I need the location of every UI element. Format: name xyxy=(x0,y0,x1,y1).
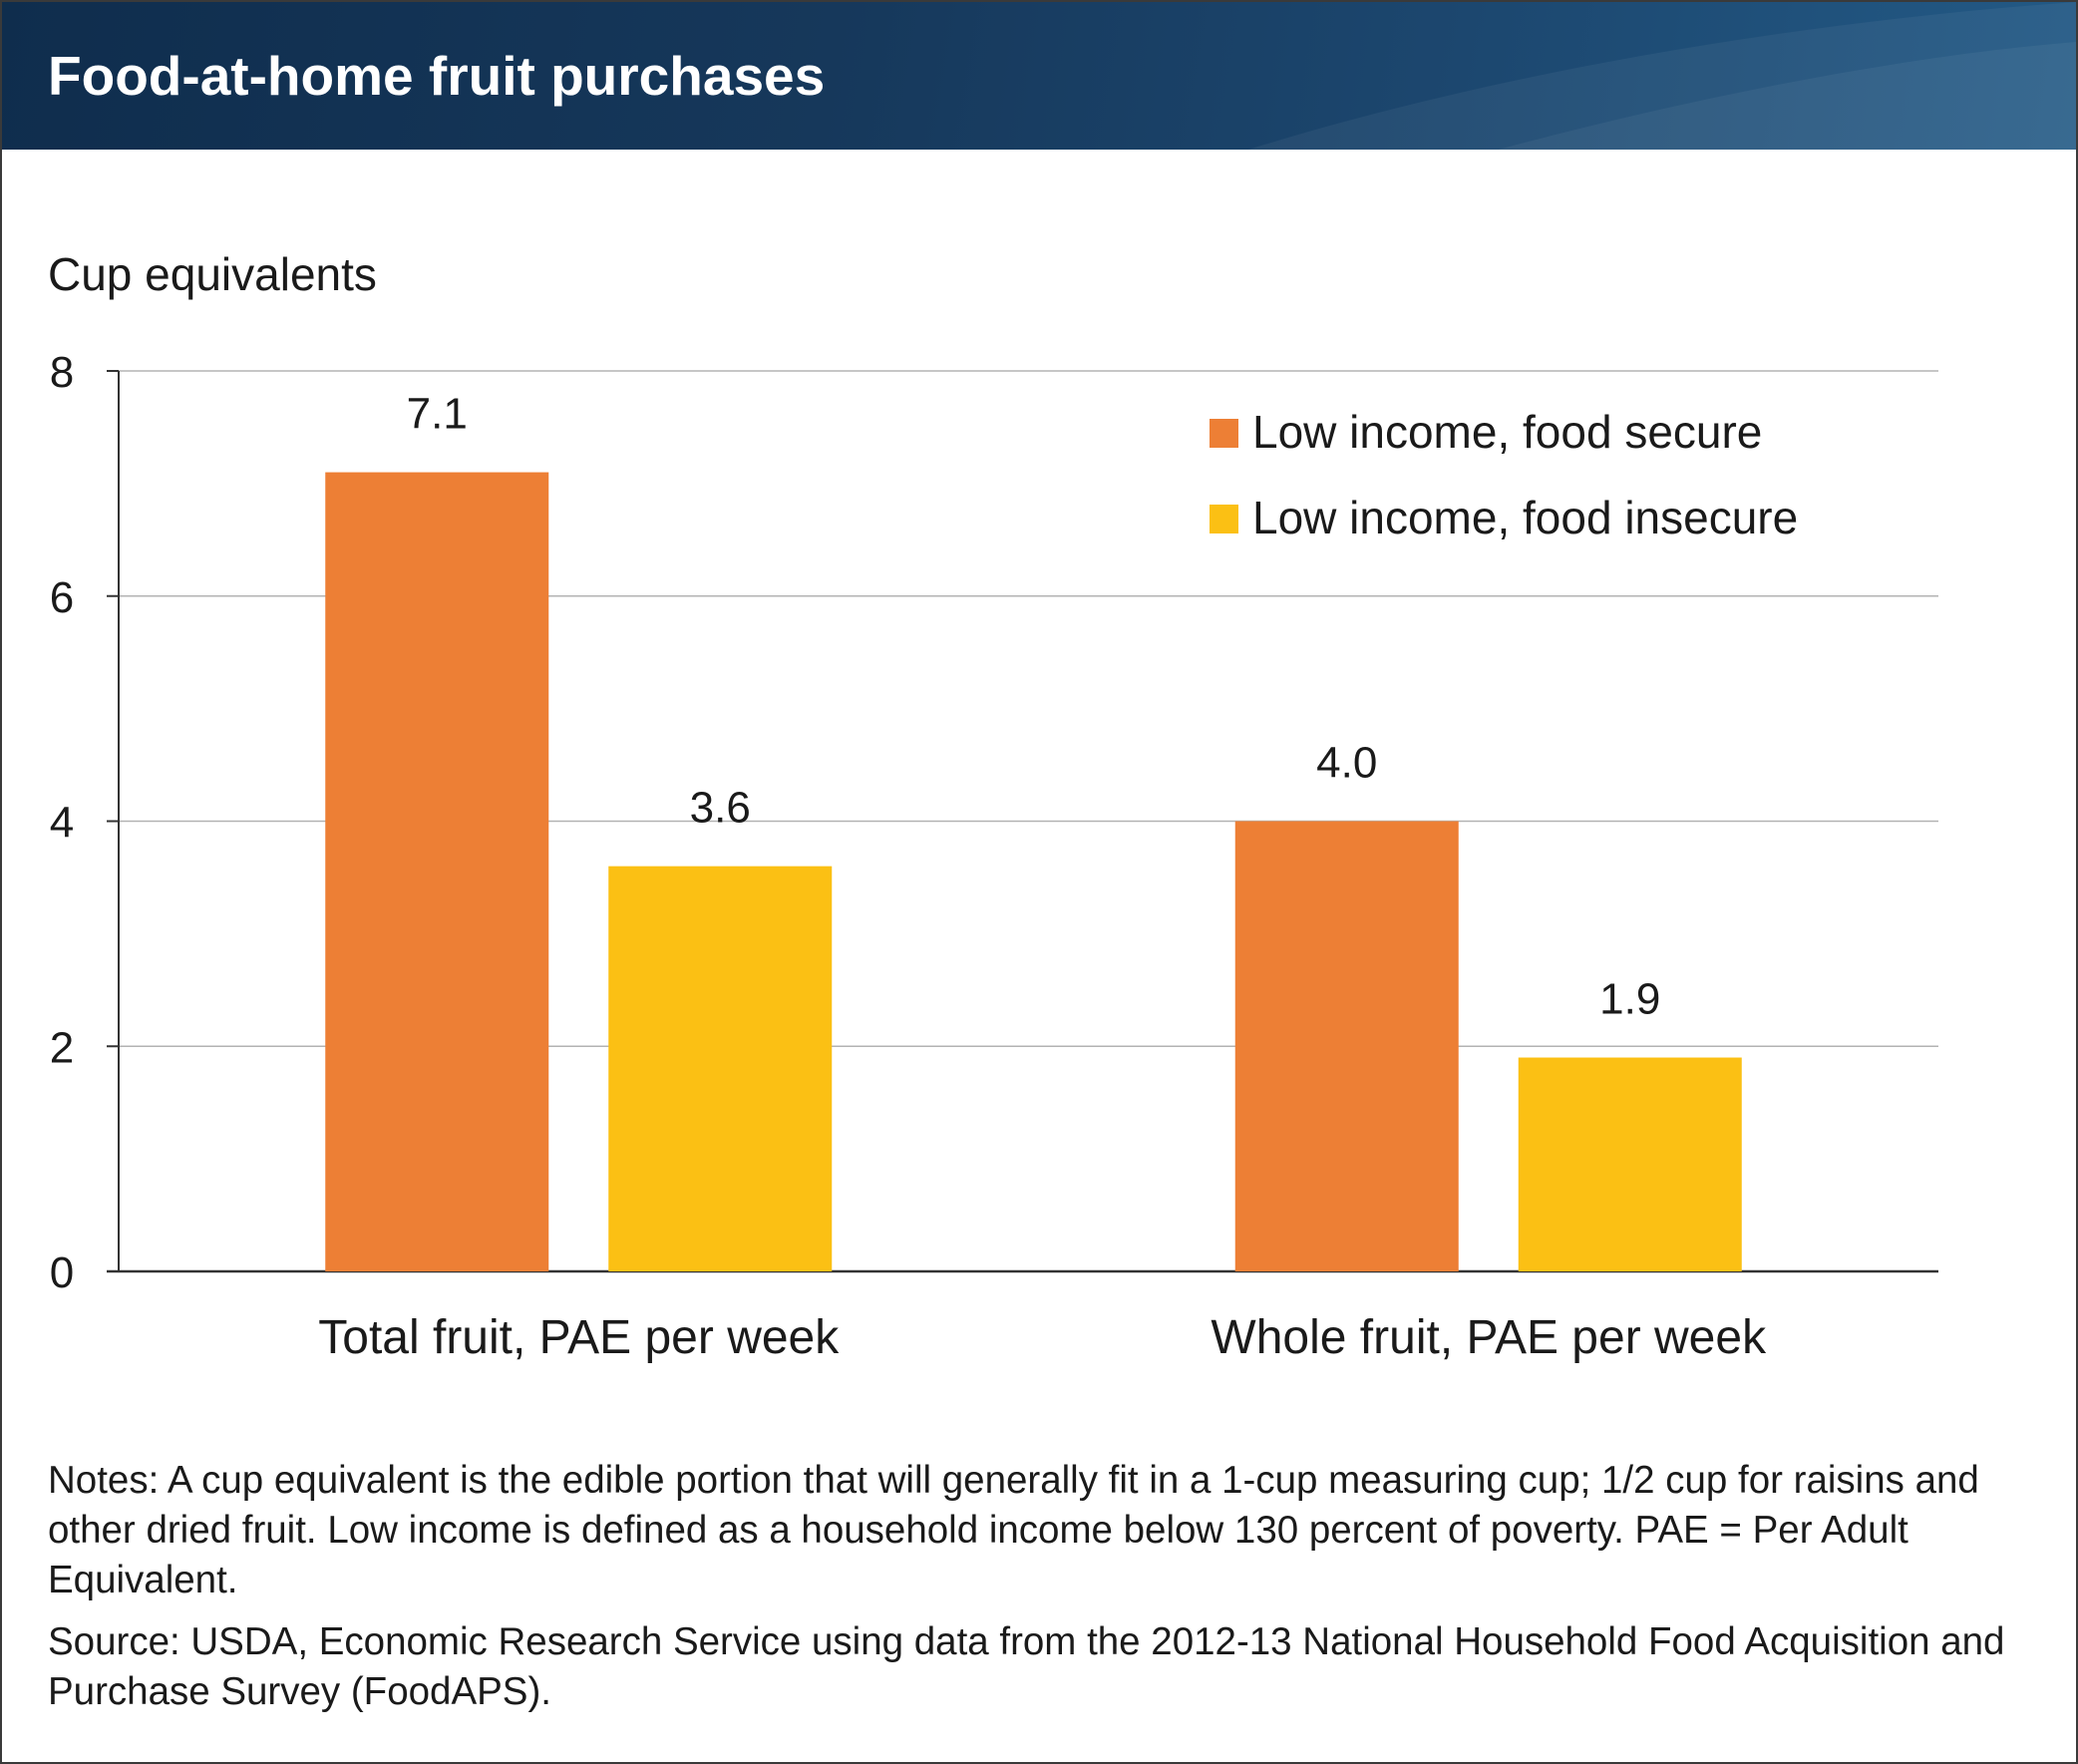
data-label: 7.1 xyxy=(407,390,468,439)
y-tick-label: 4 xyxy=(50,799,74,848)
legend-label: Low income, food insecure xyxy=(1252,492,1798,543)
notes-block: Notes: A cup equivalent is the edible po… xyxy=(48,1456,2032,1717)
bar xyxy=(608,866,833,1271)
header-swoosh xyxy=(1248,2,2076,150)
notes-text: Notes: A cup equivalent is the edible po… xyxy=(48,1459,1979,1601)
y-tick-label: 0 xyxy=(50,1248,74,1297)
data-label: 3.6 xyxy=(690,784,751,833)
y-axis-label: Cup equivalents xyxy=(48,248,377,300)
bar-chart: 0 2 4 6 8 7.1 3.6 Total fruit, PAE per week 4.0 1… xyxy=(50,348,1938,1364)
data-label: 4.0 xyxy=(1316,739,1377,788)
source-text: Source: USDA, Economic Research Service … xyxy=(48,1620,2005,1713)
header-banner: Food-at-home fruit purchases xyxy=(2,2,2076,150)
chart-title: Food-at-home fruit purchases xyxy=(48,45,826,107)
legend-swatch xyxy=(1210,419,1238,448)
y-tick-label: 8 xyxy=(50,348,74,397)
bar xyxy=(1518,1057,1742,1271)
x-category-label: Total fruit, PAE per week xyxy=(318,1311,840,1364)
y-tick-label: 2 xyxy=(50,1023,74,1072)
y-tick-label: 6 xyxy=(50,573,74,622)
legend-label: Low income, food secure xyxy=(1252,406,1762,458)
bar xyxy=(1234,821,1459,1271)
bar xyxy=(325,472,549,1271)
legend-swatch xyxy=(1210,505,1238,533)
data-label: 1.9 xyxy=(1599,975,1660,1024)
x-category-label: Whole fruit, PAE per week xyxy=(1211,1311,1767,1364)
